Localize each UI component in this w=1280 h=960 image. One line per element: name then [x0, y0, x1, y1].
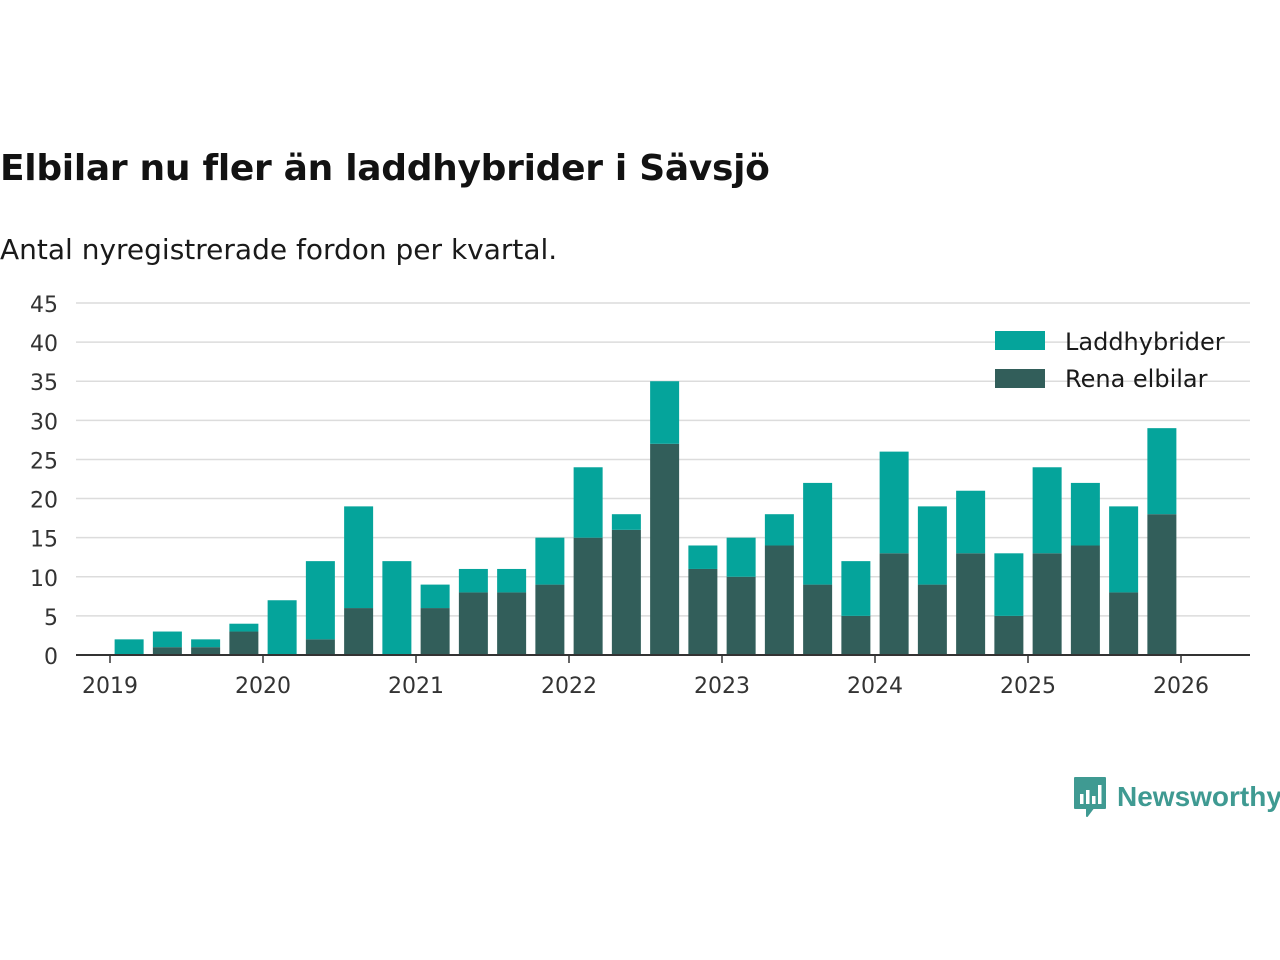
- x-tick-label: 2024: [847, 674, 903, 699]
- brand-name: Newsworthy: [1117, 781, 1280, 812]
- legend-swatch-laddhybrider: [995, 331, 1045, 350]
- bar-laddhybrider: [841, 561, 871, 616]
- y-tick-label: 35: [30, 371, 58, 396]
- bar-laddhybrider: [267, 600, 297, 655]
- bar-laddhybrider: [305, 561, 335, 640]
- x-tick-label: 2020: [235, 674, 291, 699]
- bar-laddhybrider: [573, 467, 603, 538]
- bar-laddhybrider: [803, 482, 833, 585]
- bar-rena-elbilar: [1109, 592, 1139, 655]
- y-tick-label: 5: [44, 606, 58, 631]
- bar-laddhybrider: [956, 490, 986, 554]
- y-tick-label: 40: [30, 332, 58, 357]
- chart-title: Elbilar nu fler än laddhybrider i Sävsjö: [0, 148, 770, 189]
- bar-laddhybrider: [688, 545, 718, 569]
- x-tick-label: 2022: [541, 674, 597, 699]
- bar-rena-elbilar: [573, 537, 603, 655]
- bar-rena-elbilar: [344, 608, 374, 655]
- bar-laddhybrider: [650, 381, 680, 444]
- bar-rena-elbilar: [497, 592, 527, 655]
- bar-rena-elbilar: [688, 568, 718, 655]
- bar-laddhybrider: [1070, 482, 1100, 546]
- bar-laddhybrider: [152, 631, 182, 648]
- y-tick-label: 20: [30, 489, 58, 514]
- bar-rena-elbilar: [1147, 514, 1177, 655]
- bar-laddhybrider: [1147, 428, 1177, 515]
- bar-laddhybrider: [1032, 467, 1062, 554]
- bars: [114, 381, 1177, 655]
- x-tick-label: 2025: [1000, 674, 1056, 699]
- bar-laddhybrider: [1109, 506, 1139, 593]
- legend: Laddhybrider Rena elbilar: [995, 328, 1225, 393]
- axes: 2019 2020 2021 2022 2023 2024 2025 2026: [76, 654, 1250, 699]
- bar-rena-elbilar: [152, 647, 182, 655]
- bar-rena-elbilar: [726, 576, 756, 655]
- bar-laddhybrider: [114, 639, 144, 655]
- bar-rena-elbilar: [841, 615, 871, 655]
- bar-rena-elbilar: [764, 545, 794, 655]
- y-tick-label: 25: [30, 449, 58, 474]
- bar-rena-elbilar: [535, 584, 565, 655]
- bar-rena-elbilar: [994, 615, 1024, 655]
- bar-rena-elbilar: [803, 584, 833, 655]
- bar-laddhybrider: [535, 537, 565, 585]
- bar-laddhybrider: [344, 506, 374, 609]
- bar-laddhybrider: [764, 514, 794, 546]
- bar-rena-elbilar: [650, 443, 680, 655]
- chart-subtitle: Antal nyregistrerade fordon per kvartal.: [0, 233, 558, 266]
- newsworthy-logo-icon: [1074, 777, 1106, 817]
- bar-rena-elbilar: [1070, 545, 1100, 655]
- bar-rena-elbilar: [917, 584, 947, 655]
- bar-laddhybrider: [497, 568, 527, 593]
- bar-laddhybrider: [191, 639, 221, 648]
- bar-rena-elbilar: [611, 529, 641, 655]
- bar-laddhybrider: [382, 561, 412, 655]
- legend-swatch-rena-elbilar: [995, 369, 1045, 388]
- newsworthy-logo: Newsworthy: [1073, 776, 1280, 818]
- x-tick-label: 2023: [694, 674, 750, 699]
- bar-rena-elbilar: [420, 608, 450, 655]
- legend-label-laddhybrider: Laddhybrider: [1065, 328, 1225, 356]
- x-tick-label: 2026: [1153, 674, 1209, 699]
- bar-laddhybrider: [917, 506, 947, 585]
- bar-laddhybrider: [611, 514, 641, 530]
- bar-laddhybrider: [726, 537, 756, 577]
- bar-rena-elbilar: [229, 631, 259, 655]
- bar-laddhybrider: [458, 568, 488, 593]
- bar-laddhybrider: [420, 584, 450, 609]
- bar-rena-elbilar: [191, 647, 221, 655]
- x-tick-label: 2019: [82, 674, 138, 699]
- x-tick-label: 2021: [388, 674, 444, 699]
- y-tick-label: 0: [44, 645, 58, 670]
- bar-rena-elbilar: [458, 592, 488, 655]
- bar-laddhybrider: [879, 451, 909, 554]
- y-tick-label: 45: [30, 293, 58, 318]
- bar-rena-elbilar: [1032, 553, 1062, 655]
- y-tick-label: 30: [30, 410, 58, 435]
- y-tick-label: 10: [30, 567, 58, 592]
- bar-laddhybrider: [994, 553, 1024, 616]
- bar-rena-elbilar: [305, 639, 335, 655]
- bar-rena-elbilar: [879, 553, 909, 655]
- bar-laddhybrider: [229, 623, 259, 632]
- bar-rena-elbilar: [956, 553, 986, 655]
- y-tick-label: 15: [30, 528, 58, 553]
- legend-label-rena-elbilar: Rena elbilar: [1065, 365, 1208, 393]
